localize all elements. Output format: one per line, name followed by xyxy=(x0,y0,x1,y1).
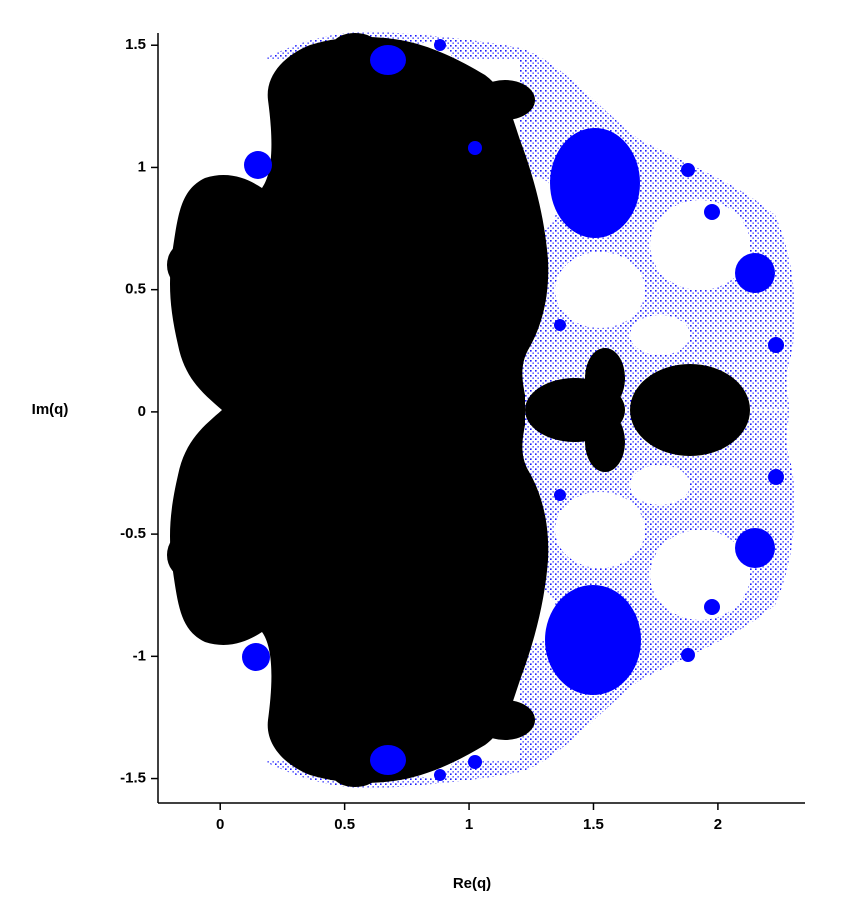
y-tick-label: -1 xyxy=(133,647,146,664)
y-tick-label: 0 xyxy=(138,403,146,420)
x-tick-label: 1.5 xyxy=(583,816,604,833)
y-tick-label: -0.5 xyxy=(120,525,146,542)
fractal xyxy=(167,31,795,789)
x-tick-label: 0 xyxy=(216,816,224,833)
x-tick-label: 2 xyxy=(714,816,722,833)
blue-disks xyxy=(242,39,784,781)
side-lobes xyxy=(167,33,750,787)
x-tick-label: 1 xyxy=(465,816,473,833)
y-tick-label: 0.5 xyxy=(125,281,146,298)
y-tick-label: 1 xyxy=(138,158,146,175)
y-tick-label: -1.5 xyxy=(120,770,146,787)
y-tick-label: 1.5 xyxy=(125,36,146,53)
y-axis-label: Im(q) xyxy=(32,401,69,418)
x-axis-label: Re(q) xyxy=(453,875,491,892)
x-tick-label: 0.5 xyxy=(334,816,355,833)
